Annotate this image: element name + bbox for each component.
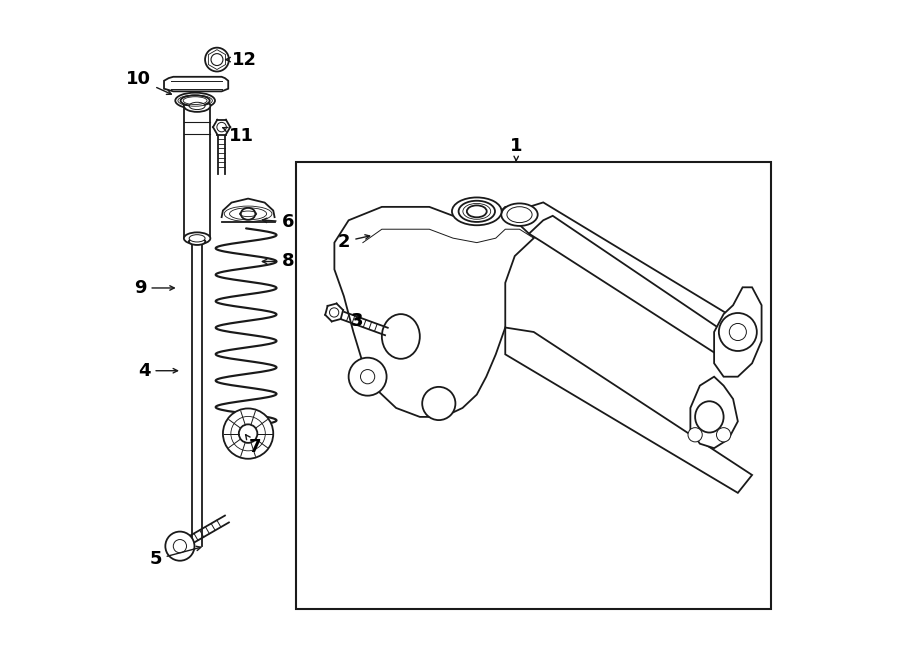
- Text: 12: 12: [226, 50, 257, 69]
- Bar: [296, 162, 771, 609]
- Text: 3: 3: [351, 312, 364, 330]
- Circle shape: [688, 428, 702, 442]
- Text: 9: 9: [134, 279, 175, 297]
- Ellipse shape: [467, 205, 487, 217]
- Circle shape: [719, 313, 757, 351]
- Text: 6: 6: [262, 213, 294, 231]
- Text: 5: 5: [149, 546, 201, 569]
- Ellipse shape: [452, 197, 501, 225]
- Circle shape: [716, 428, 731, 442]
- Text: 7: 7: [246, 435, 261, 456]
- Circle shape: [729, 324, 746, 340]
- Polygon shape: [714, 287, 761, 377]
- Text: 11: 11: [223, 126, 254, 145]
- Circle shape: [217, 122, 226, 132]
- Ellipse shape: [189, 103, 205, 110]
- Polygon shape: [515, 203, 752, 350]
- Polygon shape: [505, 328, 752, 493]
- Circle shape: [422, 387, 455, 420]
- Text: 8: 8: [263, 252, 294, 271]
- Ellipse shape: [184, 100, 211, 112]
- Text: 4: 4: [138, 361, 177, 380]
- Circle shape: [329, 308, 338, 317]
- Circle shape: [211, 54, 223, 66]
- Ellipse shape: [459, 201, 495, 222]
- Circle shape: [223, 408, 274, 459]
- Text: 1: 1: [510, 136, 522, 161]
- Ellipse shape: [189, 234, 205, 242]
- Ellipse shape: [189, 238, 205, 245]
- Ellipse shape: [181, 95, 210, 106]
- Ellipse shape: [507, 207, 532, 222]
- Circle shape: [348, 357, 387, 396]
- Ellipse shape: [501, 203, 537, 226]
- Polygon shape: [529, 216, 752, 368]
- Ellipse shape: [184, 232, 211, 244]
- Polygon shape: [690, 377, 738, 448]
- Circle shape: [361, 369, 374, 384]
- Circle shape: [174, 540, 186, 553]
- Circle shape: [166, 532, 194, 561]
- Circle shape: [238, 424, 257, 443]
- Polygon shape: [164, 77, 229, 91]
- Text: 10: 10: [126, 70, 171, 95]
- Text: 2: 2: [338, 232, 370, 251]
- Ellipse shape: [241, 208, 256, 220]
- Ellipse shape: [176, 93, 215, 109]
- Polygon shape: [335, 207, 534, 417]
- Circle shape: [205, 48, 229, 71]
